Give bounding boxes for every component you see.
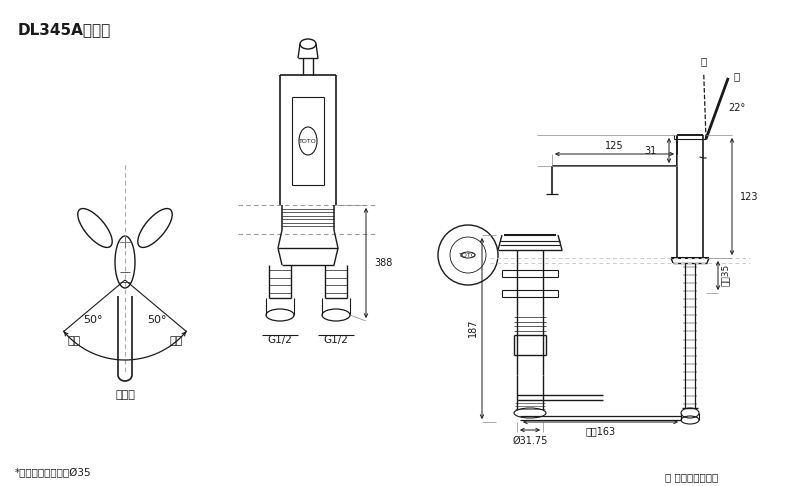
Text: 热水: 热水 xyxy=(169,336,182,347)
Text: 最大163: 最大163 xyxy=(585,426,615,436)
Text: DL345A尺寸图: DL345A尺寸图 xyxy=(18,22,111,37)
Text: *水嘴安装孔尺寸为Ø35: *水嘴安装孔尺寸为Ø35 xyxy=(15,468,92,478)
Text: G1/2: G1/2 xyxy=(268,335,292,345)
Text: 50°: 50° xyxy=(83,315,103,325)
Text: 123: 123 xyxy=(740,191,758,202)
Text: 最大35: 最大35 xyxy=(721,264,730,286)
Text: G1/2: G1/2 xyxy=(324,335,348,345)
Text: 关: 关 xyxy=(733,71,739,81)
Text: 混合水: 混合水 xyxy=(115,390,135,400)
Text: （ ）建议安装尺寸: （ ）建议安装尺寸 xyxy=(665,472,718,482)
Text: 187: 187 xyxy=(468,319,478,337)
Text: 冷水: 冷水 xyxy=(68,336,81,347)
Text: 50°: 50° xyxy=(147,315,167,325)
Text: 125: 125 xyxy=(605,141,624,151)
Text: 31: 31 xyxy=(645,145,657,156)
Text: TOTO: TOTO xyxy=(299,139,317,143)
Text: Ø31.75: Ø31.75 xyxy=(512,436,547,446)
Text: 开: 开 xyxy=(701,56,707,66)
Text: 388: 388 xyxy=(374,258,393,268)
Text: 22°: 22° xyxy=(728,103,745,113)
Text: TOTO: TOTO xyxy=(459,253,477,258)
